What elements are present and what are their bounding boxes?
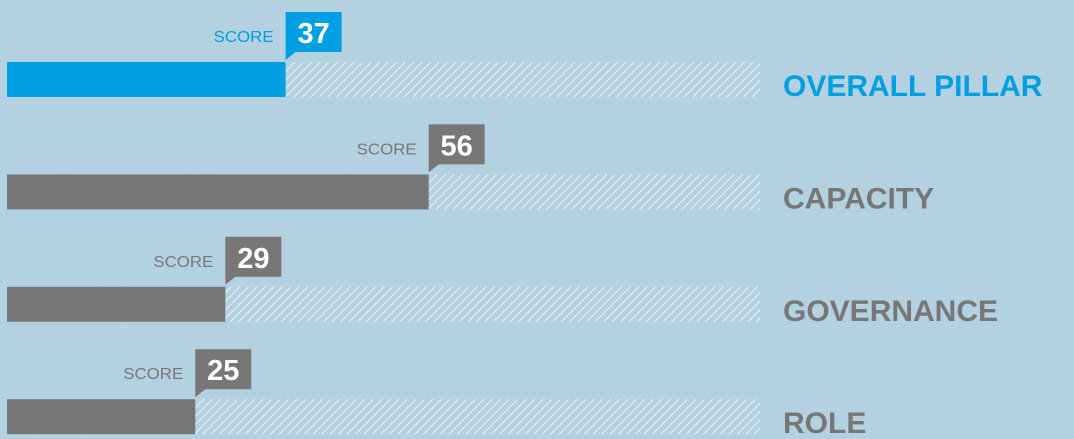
category-label: OVERALL PILLAR xyxy=(783,70,1043,103)
bar xyxy=(7,62,286,97)
category-label: ROLE xyxy=(783,407,866,439)
score-badge xyxy=(225,236,282,285)
score-value: 25 xyxy=(207,355,239,387)
bar xyxy=(7,399,196,435)
score-label: SCORE xyxy=(357,141,417,158)
category-label: CAPACITY xyxy=(783,182,934,215)
score-badge xyxy=(195,349,252,398)
score-label: SCORE xyxy=(153,254,213,271)
bar xyxy=(7,174,429,210)
bar xyxy=(7,286,226,322)
score-badge xyxy=(428,124,485,173)
score-value: 56 xyxy=(441,130,473,162)
score-label: SCORE xyxy=(123,366,183,383)
score-label: SCORE xyxy=(214,29,274,46)
score-value: 29 xyxy=(237,243,269,275)
category-label: GOVERNANCE xyxy=(783,295,998,328)
score-badge xyxy=(285,12,342,60)
score-value: 37 xyxy=(297,18,329,50)
